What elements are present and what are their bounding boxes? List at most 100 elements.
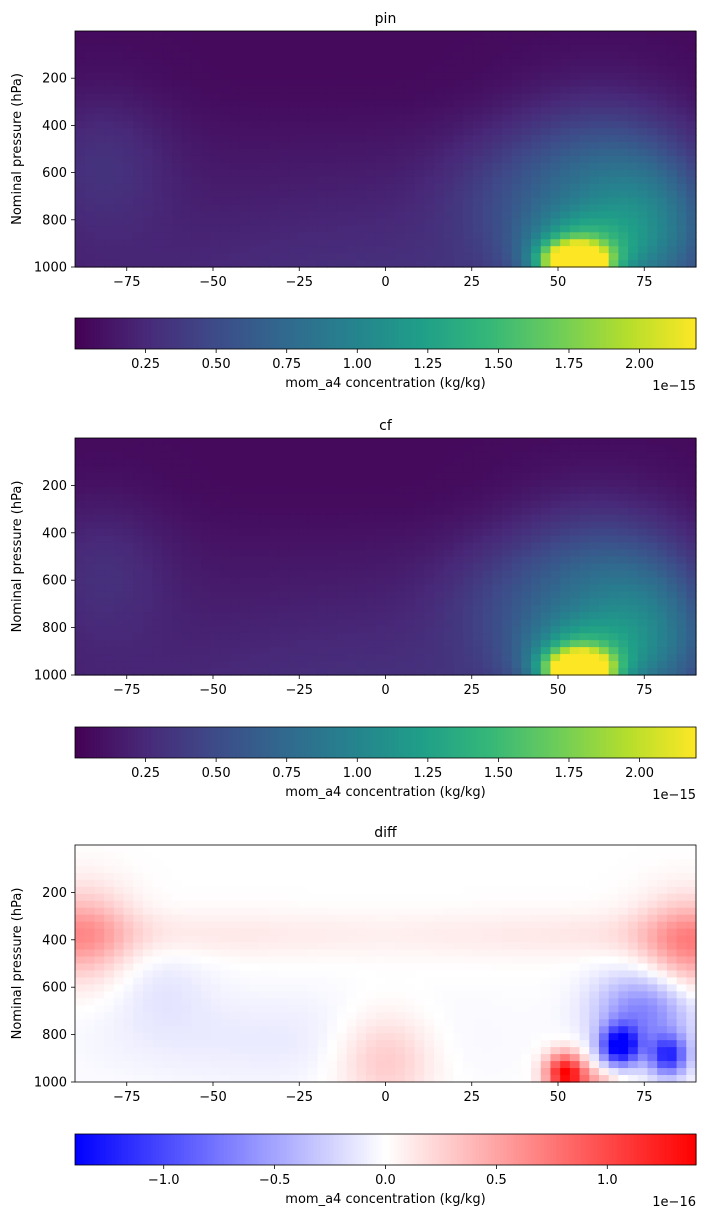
- heatmap-cell: [307, 31, 319, 39]
- heatmap-cell: [676, 162, 687, 171]
- heatmap-cell: [453, 142, 464, 150]
- heatmap-cell: [676, 626, 687, 634]
- heatmap-cell: [434, 514, 445, 523]
- heatmap-cell: [424, 591, 435, 599]
- heatmap-cell: [385, 31, 396, 39]
- heatmap-cell: [84, 619, 95, 627]
- heatmap-cell: [336, 486, 348, 495]
- heatmap-cell: [686, 142, 697, 150]
- heatmap-cell: [395, 58, 406, 67]
- heatmap-cell: [288, 197, 299, 206]
- heatmap-cell: [327, 500, 338, 509]
- heatmap-cell: [288, 845, 299, 853]
- colorbar-swatch: [425, 318, 430, 349]
- heatmap-cell: [579, 605, 590, 613]
- heatmap-cell: [472, 444, 484, 453]
- heatmap-cell: [288, 626, 299, 634]
- heatmap-cell: [492, 58, 503, 67]
- heatmap-cell: [210, 577, 222, 585]
- heatmap-cell: [589, 458, 600, 467]
- heatmap-cell: [84, 218, 95, 226]
- heatmap-cell: [647, 479, 658, 488]
- heatmap-cell: [239, 86, 251, 95]
- heatmap-cell: [608, 44, 619, 53]
- heatmap-cell: [307, 65, 319, 74]
- colorbar-swatch: [404, 318, 408, 349]
- heatmap-cell: [676, 493, 687, 502]
- heatmap-cell: [239, 598, 251, 606]
- heatmap-cell: [531, 438, 542, 446]
- heatmap-cell: [540, 542, 552, 551]
- heatmap-cell: [84, 444, 95, 453]
- colorbar-swatch: [115, 727, 120, 758]
- colorbar-swatch: [422, 318, 427, 349]
- heatmap-cell: [686, 128, 697, 136]
- heatmap-cell: [443, 162, 455, 171]
- heatmap-cell: [463, 845, 474, 853]
- heatmap-cell: [181, 37, 193, 46]
- colorbar-tick-label: 1.25: [413, 357, 442, 372]
- heatmap-cell: [210, 72, 222, 81]
- heatmap-cell: [404, 668, 416, 676]
- heatmap-cell: [404, 465, 416, 474]
- heatmap-cell: [113, 654, 125, 662]
- heatmap-cell: [210, 190, 222, 199]
- heatmap-cell: [550, 190, 561, 199]
- heatmap-cell: [298, 65, 309, 74]
- heatmap-cell: [424, 493, 435, 502]
- heatmap-cell: [162, 577, 173, 585]
- heatmap-cell: [492, 507, 503, 516]
- heatmap-cell: [346, 598, 357, 606]
- heatmap-cell: [152, 44, 163, 53]
- heatmap-cell: [142, 218, 154, 226]
- heatmap-cell: [84, 556, 95, 565]
- heatmap-cell: [637, 162, 649, 171]
- heatmap-cell: [220, 542, 231, 551]
- heatmap-cell: [366, 100, 377, 108]
- heatmap-cell: [181, 260, 193, 268]
- heatmap-cell: [327, 169, 338, 178]
- heatmap-cell: [589, 232, 600, 240]
- heatmap-cell: [201, 493, 212, 502]
- colorbar-swatch: [214, 727, 219, 758]
- heatmap-cell: [84, 31, 95, 39]
- heatmap-cell: [84, 93, 95, 102]
- heatmap-cell: [637, 79, 649, 88]
- heatmap-cell: [104, 851, 115, 860]
- heatmap-cell: [540, 204, 552, 213]
- heatmap-cell: [608, 626, 619, 634]
- heatmap-cell: [463, 507, 474, 516]
- heatmap-cell: [608, 438, 619, 446]
- heatmap-cell: [288, 65, 299, 74]
- heatmap-cell: [104, 563, 115, 572]
- heatmap-cell: [686, 260, 697, 268]
- heatmap-cell: [385, 155, 396, 164]
- heatmap-cell: [628, 246, 639, 254]
- heatmap-cell: [172, 225, 183, 233]
- heatmap-cell: [288, 121, 299, 129]
- heatmap-cell: [647, 107, 658, 115]
- heatmap-cell: [123, 479, 134, 488]
- heatmap-cell: [550, 542, 561, 551]
- heatmap-cell: [521, 218, 532, 226]
- colorbar-swatch: [165, 727, 169, 758]
- heatmap-cell: [676, 225, 687, 233]
- heatmap-cell: [395, 486, 406, 495]
- heatmap-cell: [346, 577, 357, 585]
- heatmap-cell: [142, 190, 154, 199]
- heatmap-cell: [75, 465, 86, 474]
- heatmap-cell: [550, 121, 561, 129]
- heatmap-cell: [356, 500, 367, 509]
- heatmap-cell: [104, 114, 115, 122]
- heatmap-cell: [249, 253, 260, 261]
- heatmap-cell: [269, 521, 280, 530]
- heatmap-cell: [579, 211, 590, 220]
- colorbar-swatch: [590, 318, 595, 349]
- colorbar-swatch: [161, 727, 166, 758]
- heatmap-cell: [666, 100, 678, 108]
- heatmap-cell: [172, 563, 183, 572]
- heatmap-cell: [521, 204, 532, 213]
- heatmap-cell: [152, 619, 163, 627]
- heatmap-cell: [560, 86, 571, 95]
- heatmap-cell: [511, 135, 522, 143]
